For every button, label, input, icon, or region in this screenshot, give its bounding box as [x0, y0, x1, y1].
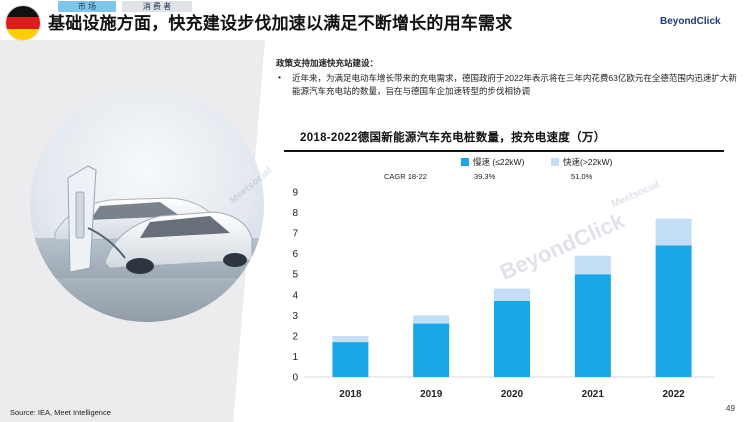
germany-flag-icon [6, 6, 40, 40]
y-tick-label: 2 [292, 331, 298, 342]
y-tick-label: 4 [292, 290, 298, 301]
x-tick-label: 2020 [501, 389, 524, 400]
y-tick-label: 7 [292, 229, 298, 240]
bar-fast-2022 [655, 218, 692, 246]
bar-slow-2019 [413, 323, 450, 377]
tag-consumer: 消 费 者 [122, 1, 192, 12]
y-tick-label: 8 [292, 208, 298, 219]
policy-bullet: • [278, 72, 281, 82]
bar-fast-2020 [494, 288, 530, 301]
page-title: 基础设施方面，快充建设步伐加速以满足不断增长的用车需求 [48, 14, 513, 33]
charging-station-photo [30, 88, 264, 322]
legend-label-fast: 快速(>22kW) [563, 157, 613, 167]
legend-label-slow: 慢速 (≤22kW) [473, 157, 525, 167]
source-note: Source: IEA, Meet Intelligence [10, 408, 111, 417]
cagr-value-fast: 51.0% [571, 172, 593, 181]
bar-slow-2021 [574, 274, 611, 377]
bar-slow-2018 [332, 342, 369, 377]
beyondclick-logo: BeyondClick [660, 16, 721, 27]
y-tick-label: 3 [292, 311, 298, 322]
x-tick-label: 2019 [420, 389, 443, 400]
chart-title: 2018-2022德国新能源汽车充电桩数量，按充电速度（万） [300, 132, 606, 144]
x-tick-label: 2021 [582, 389, 605, 400]
bar-slow-2020 [494, 300, 530, 377]
bar-slow-2022 [655, 245, 692, 377]
x-tick-label: 2018 [339, 389, 362, 400]
y-tick-label: 0 [292, 373, 298, 384]
bar-fast-2019 [413, 315, 450, 324]
bar-fast-2018 [332, 335, 369, 343]
cagr-value-slow: 39.3% [474, 172, 496, 181]
y-tick-label: 9 [292, 188, 298, 199]
ev-charging-illustration [30, 165, 264, 322]
y-tick-label: 5 [292, 270, 298, 281]
chart-title-divider [284, 150, 724, 152]
page-number: 49 [726, 404, 735, 413]
cagr-label: CAGR 18-22 [384, 172, 427, 181]
x-tick-label: 2022 [662, 389, 685, 400]
legend-swatch-fast [551, 158, 559, 166]
policy-heading: 政策支持加速快充站建设： [276, 58, 379, 68]
legend-swatch-slow [461, 158, 469, 166]
policy-text: 近年来，为满足电动车增长带来的充电需求，德国政府于2022年表示将在三年内花费6… [292, 73, 737, 96]
y-tick-label: 1 [292, 352, 298, 363]
tag-market: 市 场 [58, 1, 116, 12]
y-tick-label: 6 [292, 249, 298, 260]
bar-fast-2021 [574, 255, 611, 275]
stacked-bar-chart: 0 1 2 3 4 5 6 7 8 9 2018 2019 2020 2021 2022 [292, 188, 714, 400]
